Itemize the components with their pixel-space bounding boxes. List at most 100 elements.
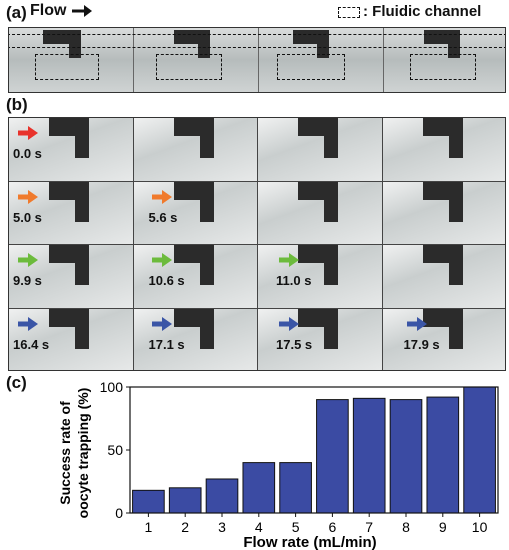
chip-block <box>298 308 338 327</box>
time-label: 0.0 s <box>13 146 42 161</box>
chip-block <box>448 136 463 158</box>
x-tick-label: 6 <box>329 519 337 535</box>
panel-label-c: (c) <box>6 373 27 392</box>
x-tick-label: 5 <box>292 519 300 535</box>
flow-label: Flow <box>30 2 93 20</box>
channel-legend: : Fluidic channel <box>338 3 481 20</box>
channel-outline <box>35 54 99 80</box>
time-label: 10.6 s <box>148 273 185 288</box>
time-label: 9.9 s <box>13 273 42 288</box>
legend-text: : Fluidic channel <box>363 3 482 20</box>
chip-block <box>422 308 463 327</box>
time-arrow-icon <box>279 253 299 267</box>
channel-outline <box>410 54 476 80</box>
channel-outline <box>277 54 345 80</box>
x-tick-label: 8 <box>402 519 410 535</box>
time-lapse-cell <box>382 245 505 309</box>
bar-10 <box>463 386 496 514</box>
time-lapse-cell: 16.4 s <box>9 308 134 370</box>
bar-8 <box>389 399 423 514</box>
channel-outline <box>156 54 222 80</box>
panel-label-a: (a) <box>6 3 27 22</box>
chip-block <box>422 118 463 136</box>
time-lapse-cell: 5.6 s <box>133 181 258 245</box>
x-tick-label: 2 <box>181 519 189 535</box>
bar-6 <box>316 399 349 514</box>
time-lapse-cell <box>258 181 383 245</box>
chip-block <box>298 118 338 136</box>
time-arrow-icon <box>18 253 38 267</box>
chip-block <box>49 245 89 263</box>
y-tick-label: 50 <box>107 442 123 458</box>
time-arrow-icon <box>406 316 427 331</box>
x-tick-label: 7 <box>365 519 373 535</box>
time-label: 17.5 s <box>276 336 313 352</box>
chip-block <box>324 326 338 349</box>
chip-block <box>199 326 214 349</box>
chip-block <box>43 30 81 44</box>
flow-arrow-icon <box>71 4 92 17</box>
time-lapse-cell: 17.9 s <box>382 308 505 370</box>
chip-block <box>448 199 463 222</box>
time-lapse-cell: 17.1 s <box>133 308 258 370</box>
chip-block <box>324 263 338 285</box>
time-lapse-cell <box>258 118 383 182</box>
time-lapse-cell: 11.0 s <box>258 245 383 309</box>
chip-block <box>199 263 214 285</box>
time-arrow-icon <box>279 316 299 331</box>
chip-block <box>422 181 463 200</box>
chip-block <box>173 245 214 263</box>
time-arrow-icon <box>151 253 172 267</box>
time-label: 5.0 s <box>13 209 42 225</box>
time-label: 17.1 s <box>148 336 185 352</box>
chip-block <box>75 136 89 158</box>
time-lapse-grid: 0.0 s 5.0 s 5.6 s 9.9 s 10.6 s 11.0 s 16.4 s 17… <box>8 117 506 371</box>
time-lapse-cell <box>382 181 505 245</box>
channel-image-strip <box>8 27 506 93</box>
chip-block <box>298 181 338 200</box>
x-tick-label: 10 <box>472 519 488 535</box>
chip-block <box>49 181 89 200</box>
panel-label-b: (b) <box>6 95 28 114</box>
strip-frame-2 <box>134 28 259 92</box>
chip-block <box>448 263 463 285</box>
time-arrow-icon <box>151 189 172 204</box>
chip-block <box>424 30 460 44</box>
y-axis-label-line1: Success rate of <box>57 401 73 505</box>
bar-9 <box>426 396 460 514</box>
chip-block <box>448 326 463 349</box>
time-lapse-cell <box>382 118 505 182</box>
bar-1 <box>132 489 165 514</box>
chip-block <box>298 245 338 263</box>
strip-frame-1 <box>9 28 134 92</box>
time-lapse-cell: 5.0 s <box>9 181 134 245</box>
time-lapse-cell: 0.0 s <box>9 118 134 182</box>
time-lapse-cell: 10.6 s <box>133 245 258 309</box>
x-tick-label: 1 <box>145 519 153 535</box>
time-label: 11.0 s <box>276 273 312 288</box>
x-axis-label: Flow rate (mL/min) <box>243 534 376 550</box>
chip-block <box>199 136 214 158</box>
chip-block <box>173 181 214 200</box>
bar-7 <box>352 397 386 514</box>
y-axis-label-line2: oocyte trapping (%) <box>75 388 91 519</box>
channel-outline <box>9 34 505 48</box>
time-arrow-icon <box>151 316 172 331</box>
time-label: 5.6 s <box>148 209 178 225</box>
x-tick-label: 3 <box>218 519 226 535</box>
chip-block <box>324 199 338 222</box>
chip-block <box>75 263 89 285</box>
chip-block <box>293 30 329 44</box>
flow-label-text: Flow <box>30 2 67 19</box>
time-label: 16.4 s <box>13 336 50 352</box>
time-arrow-icon <box>18 189 38 204</box>
y-tick-label: 0 <box>115 505 123 521</box>
time-lapse-cell: 17.5 s <box>258 308 383 370</box>
bar-2 <box>168 487 202 514</box>
chip-block <box>199 199 214 222</box>
bar-5 <box>279 462 312 514</box>
chip-block <box>75 326 89 349</box>
dashed-box-icon <box>338 6 360 18</box>
bar-3 <box>205 478 239 514</box>
